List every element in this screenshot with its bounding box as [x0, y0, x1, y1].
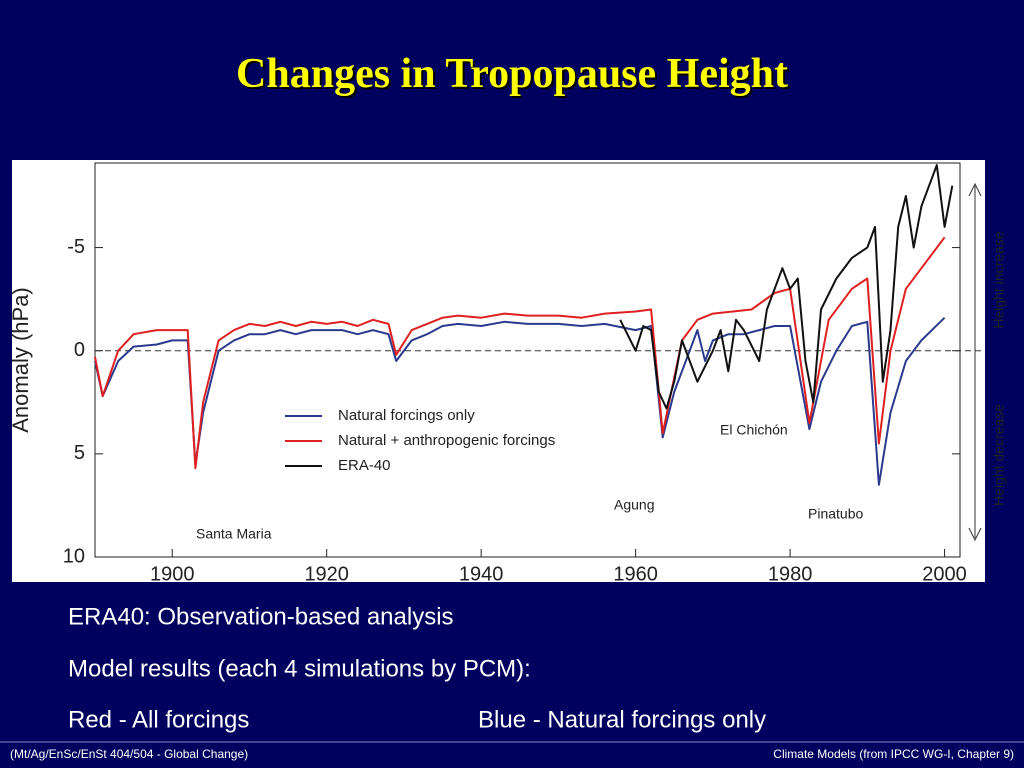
- series-line: [94, 316, 946, 486]
- y-tick-label: -5: [67, 236, 85, 258]
- slide-title: Changes in Tropopause Height: [236, 51, 788, 97]
- x-tick-label: 2000: [922, 563, 967, 585]
- bullet: Red - All forcings: [68, 706, 249, 733]
- x-tick-label: 1980: [768, 563, 813, 585]
- y-tick-label: 0: [74, 339, 85, 361]
- annotation: Santa Maria: [196, 526, 272, 542]
- annotation: Height decrease: [991, 404, 1007, 506]
- series-line: [619, 164, 954, 410]
- annotation: Height increase: [991, 231, 1007, 328]
- annotation: Pinatubo: [808, 506, 863, 522]
- y-tick-label: 10: [63, 545, 85, 567]
- y-axis-label: Anomaly (hPa): [8, 287, 33, 433]
- x-tick-label: 1900: [150, 563, 195, 585]
- footer-left: (Mt/Ag/EnSc/EnSt 404/504 - Global Change…: [10, 747, 248, 761]
- legend-label: ERA-40: [338, 457, 391, 474]
- chart: -5 0 5 10 1900 1920 1940 1960 1980 2000 Anomaly (h…: [8, 162, 1007, 585]
- title-shadow: Changes in Tropopause Height: [238, 53, 790, 99]
- annotation: El Chichón: [720, 422, 788, 438]
- chart-box: [12, 160, 985, 582]
- bullet: Model results (each 4 simulations by PCM…: [68, 655, 531, 682]
- y-tick-label: 5: [74, 442, 85, 464]
- arrow-head-up: [968, 182, 982, 197]
- bullet: Blue - Natural forcings only: [478, 706, 766, 733]
- footer-right: Climate Models (from IPCC WG-I, Chapter …: [773, 747, 1014, 761]
- bullet: ERA40: Observation-based analysis: [68, 603, 454, 630]
- arrow-head-down: [968, 527, 982, 542]
- annotation: Agung: [614, 497, 654, 513]
- x-tick-label: 1920: [304, 563, 349, 585]
- legend-label: Natural forcings only: [338, 407, 475, 424]
- series-line: [94, 236, 946, 470]
- x-tick-label: 1960: [613, 563, 658, 585]
- x-tick-label: 1940: [459, 563, 504, 585]
- legend-label: Natural + anthropogenic forcings: [338, 432, 555, 449]
